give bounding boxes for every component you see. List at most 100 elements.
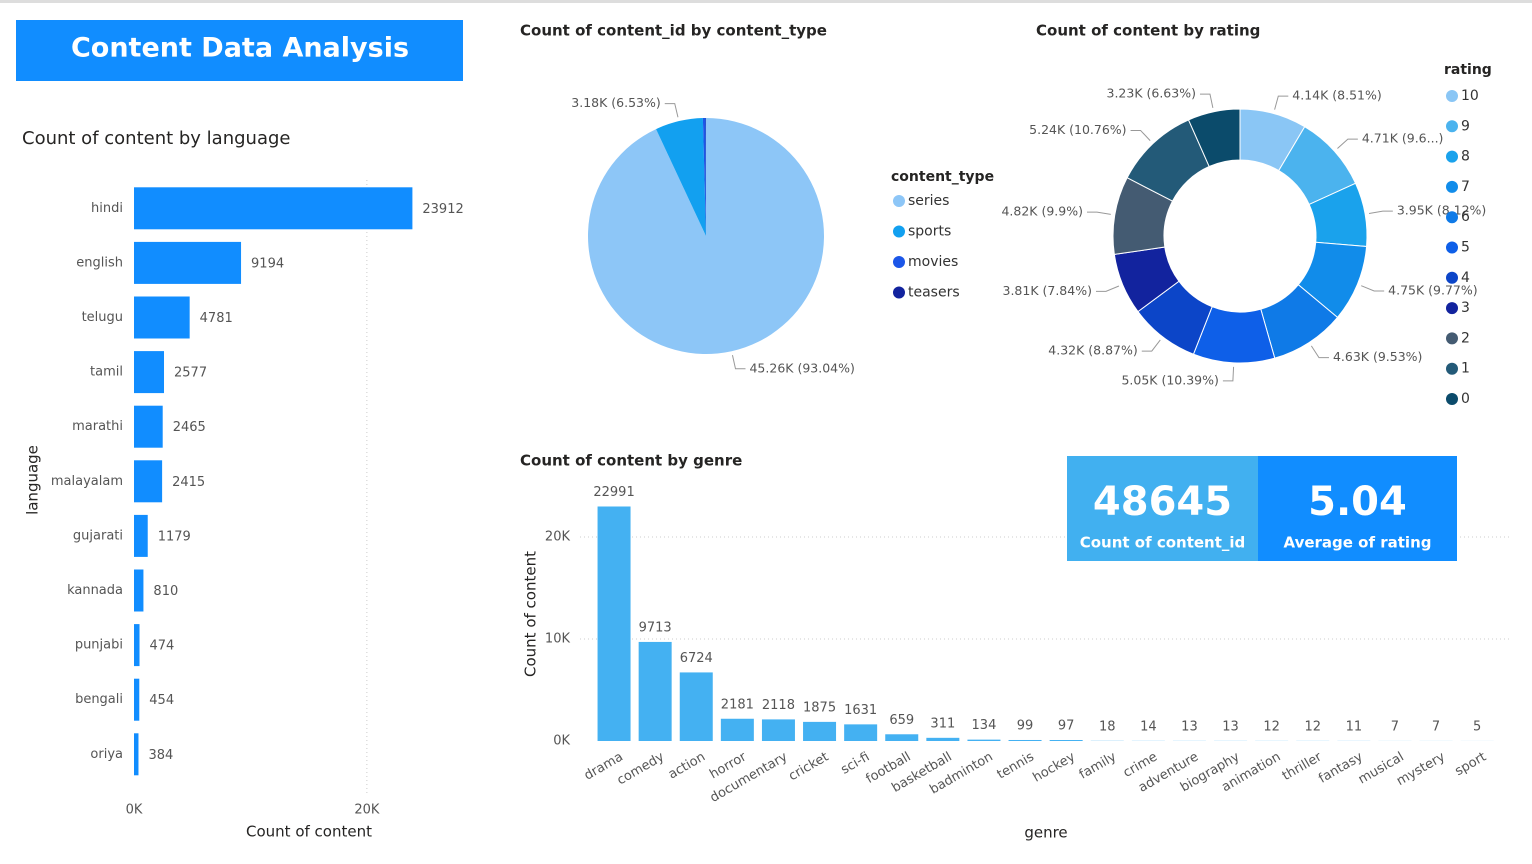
data-label: 9713 xyxy=(639,620,672,635)
data-label: 23912 xyxy=(422,202,463,217)
x-tick-label: 20K xyxy=(354,803,380,818)
donut-slice xyxy=(1187,108,1241,168)
bar xyxy=(134,296,190,339)
data-label: 4.14K (8.51%) xyxy=(1292,88,1381,103)
y-tick-label: 10K xyxy=(545,632,571,647)
data-label: 4.71K (9.6...) xyxy=(1362,131,1444,146)
legend-marker xyxy=(893,225,905,238)
bar xyxy=(1049,740,1083,741)
data-label: 810 xyxy=(153,584,178,599)
data-label: 474 xyxy=(150,639,175,654)
leader-line xyxy=(1361,285,1385,292)
y-tick-label: bengali xyxy=(75,692,123,707)
data-label: 5 xyxy=(1473,719,1481,734)
x-tick-label: hockey xyxy=(1030,749,1078,785)
y-tick-label: telugu xyxy=(82,310,123,325)
data-label: 3.81K (7.84%) xyxy=(1003,283,1092,298)
leader-line xyxy=(1199,93,1214,108)
legend-label: movies xyxy=(908,254,958,270)
leader-line xyxy=(1274,95,1289,110)
data-label: 2577 xyxy=(174,366,207,381)
kpi-card xyxy=(1258,456,1457,561)
y-axis-label: language xyxy=(24,445,42,515)
data-label: 4.63K (9.53%) xyxy=(1333,349,1422,364)
data-label: 1179 xyxy=(158,529,191,544)
data-label: 99 xyxy=(1017,718,1034,733)
leader-line xyxy=(1222,366,1235,382)
dashboard-title: Content Data Analysis xyxy=(71,33,409,64)
pie-slice xyxy=(656,118,706,236)
data-label: 97 xyxy=(1058,719,1075,734)
x-axis-label: Count of content xyxy=(246,823,372,841)
legend-label: 6 xyxy=(1461,209,1470,225)
leader-line xyxy=(1095,285,1120,292)
legend-marker xyxy=(1446,241,1458,254)
data-label: 659 xyxy=(889,713,914,728)
data-label: 3.95K (8.12%) xyxy=(1397,203,1486,218)
legend-marker xyxy=(1446,271,1458,284)
data-label: 134 xyxy=(972,718,997,733)
data-label: 7 xyxy=(1432,719,1440,734)
legend-marker xyxy=(1446,211,1458,224)
x-tick-label: fantasy xyxy=(1316,749,1366,786)
bar xyxy=(638,641,672,741)
bar xyxy=(720,718,754,741)
bar xyxy=(885,734,919,741)
leader-line xyxy=(731,354,746,370)
legend-label: series xyxy=(908,193,949,209)
data-label: 3.23K (6.63%) xyxy=(1107,86,1196,101)
x-tick-label: sport xyxy=(1452,750,1488,780)
x-tick-label: 0K xyxy=(126,803,143,818)
legend-marker xyxy=(1446,362,1458,375)
data-label: 311 xyxy=(930,716,955,731)
chart-title: Count of content by genre xyxy=(520,452,742,470)
bar xyxy=(134,187,413,230)
data-label: 6724 xyxy=(680,651,713,666)
bar xyxy=(134,351,165,394)
x-tick-label: comedy xyxy=(615,749,668,788)
leader-line xyxy=(1086,211,1111,215)
y-tick-label: kannada xyxy=(67,583,123,598)
kpi-label: Average of rating xyxy=(1284,534,1432,552)
bar xyxy=(679,672,713,741)
data-label: 9194 xyxy=(251,256,284,271)
legend-marker xyxy=(1446,120,1458,133)
data-label: 12 xyxy=(1263,719,1280,734)
bar xyxy=(761,719,795,741)
legend-label: 8 xyxy=(1461,149,1470,165)
data-label: 13 xyxy=(1181,719,1198,734)
legend-label: teasers xyxy=(908,285,960,301)
y-tick-label: tamil xyxy=(90,365,123,380)
legend-marker xyxy=(1446,302,1458,315)
legend-label: 3 xyxy=(1461,300,1470,316)
legend-marker xyxy=(893,286,905,299)
data-label: 22991 xyxy=(593,485,634,500)
title-box xyxy=(16,20,463,81)
bar xyxy=(803,721,837,741)
bar xyxy=(844,724,878,741)
pie-slice xyxy=(702,118,706,236)
data-label: 3.18K (6.53%) xyxy=(571,95,660,110)
data-label: 18 xyxy=(1099,719,1116,734)
data-label: 4.32K (8.87%) xyxy=(1048,343,1137,358)
y-tick-label: punjabi xyxy=(75,638,123,653)
kpi-card xyxy=(1067,456,1258,561)
y-tick-label: oriya xyxy=(90,747,123,762)
leader-line xyxy=(1141,339,1161,352)
bar xyxy=(134,678,140,721)
data-label: 14 xyxy=(1140,719,1157,734)
legend-marker xyxy=(1446,150,1458,163)
y-tick-label: marathi xyxy=(72,419,123,434)
legend-label: 4 xyxy=(1461,270,1470,286)
data-label: 454 xyxy=(149,693,174,708)
legend-marker xyxy=(893,256,905,268)
x-tick-label: action xyxy=(666,750,708,783)
bar xyxy=(1008,739,1042,741)
data-label: 2118 xyxy=(762,698,795,713)
y-tick-label: 0K xyxy=(553,734,570,749)
data-label: 11 xyxy=(1346,719,1363,734)
data-label: 5.05K (10.39%) xyxy=(1121,372,1218,387)
y-axis-label: Count of content xyxy=(522,551,540,677)
data-label: 12 xyxy=(1304,719,1321,734)
